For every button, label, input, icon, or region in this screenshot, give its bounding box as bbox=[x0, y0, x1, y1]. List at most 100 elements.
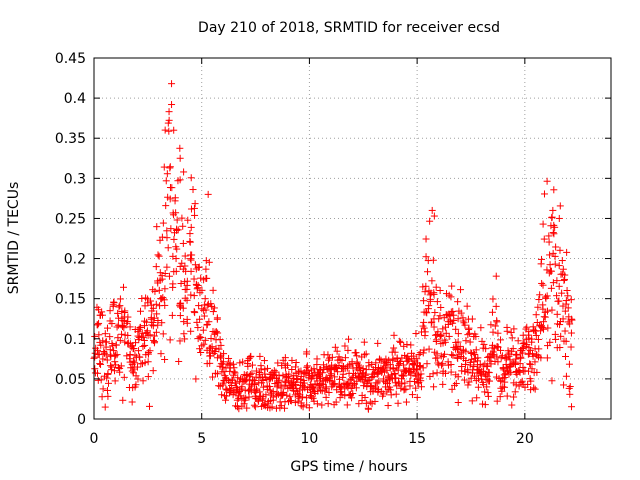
scatter-point bbox=[144, 373, 152, 381]
scatter-point bbox=[96, 311, 104, 319]
scatter-point bbox=[257, 365, 265, 373]
scatter-point bbox=[179, 239, 187, 247]
scatter-point bbox=[134, 328, 142, 336]
scatter-point bbox=[543, 177, 551, 185]
scatter-point bbox=[364, 377, 372, 385]
y-tick-label: 0.45 bbox=[55, 51, 86, 67]
y-tick-label: 0.15 bbox=[55, 292, 86, 308]
scatter-point bbox=[230, 368, 238, 376]
scatter-point bbox=[409, 360, 417, 368]
scatter-point bbox=[251, 381, 259, 389]
scatter-point bbox=[566, 320, 574, 328]
scatter-point bbox=[187, 223, 195, 231]
scatter-point bbox=[494, 358, 502, 366]
scatter-point bbox=[568, 315, 576, 323]
scatter-point bbox=[331, 363, 339, 371]
scatter-point bbox=[322, 383, 330, 391]
scatter-point bbox=[126, 351, 134, 359]
scatter-point bbox=[420, 318, 428, 326]
scatter-point bbox=[564, 292, 572, 300]
scatter-point bbox=[212, 344, 220, 352]
scatter-point bbox=[116, 302, 124, 310]
scatter-point bbox=[476, 369, 484, 377]
scatter-point bbox=[447, 361, 455, 369]
scatter-point bbox=[318, 401, 326, 409]
scatter-point bbox=[103, 374, 111, 382]
scatter-point bbox=[128, 398, 136, 406]
scatter-point bbox=[539, 281, 547, 289]
scatter-point bbox=[243, 404, 251, 412]
scatter-point bbox=[305, 404, 313, 412]
scatter-point bbox=[162, 202, 170, 210]
scatter-point bbox=[361, 394, 369, 402]
scatter-point bbox=[437, 303, 445, 311]
scatter-point bbox=[553, 277, 561, 285]
scatter-point bbox=[127, 364, 135, 372]
scatter-point bbox=[99, 337, 107, 345]
scatter-point bbox=[504, 347, 512, 355]
scatter-point bbox=[539, 325, 547, 333]
scatter-point bbox=[156, 269, 164, 277]
scatter-point bbox=[279, 372, 287, 380]
scatter-point bbox=[299, 403, 307, 411]
scatter-point bbox=[557, 332, 565, 340]
scatter-point bbox=[516, 368, 524, 376]
scatter-point bbox=[430, 383, 438, 391]
scatter-point bbox=[489, 348, 497, 356]
scatter-point bbox=[177, 280, 185, 288]
scatter-point bbox=[460, 376, 468, 384]
scatter-point bbox=[416, 374, 424, 382]
scatter-point bbox=[187, 256, 195, 264]
scatter-point bbox=[368, 373, 376, 381]
scatter-point bbox=[485, 377, 493, 385]
scatter-point bbox=[313, 400, 321, 408]
scatter-point bbox=[392, 374, 400, 382]
scatter-point bbox=[477, 375, 485, 383]
scatter-point bbox=[489, 328, 497, 336]
scatter-point bbox=[248, 369, 256, 377]
scatter-point bbox=[437, 361, 445, 369]
scatter-point bbox=[550, 221, 558, 229]
scatter-point bbox=[168, 101, 176, 109]
y-tick-label: 0.4 bbox=[64, 91, 86, 107]
scatter-point bbox=[176, 154, 184, 162]
scatter-point bbox=[166, 164, 174, 172]
scatter-point bbox=[448, 282, 456, 290]
plot-frame bbox=[93, 57, 612, 420]
scatter-point bbox=[170, 126, 178, 134]
scatter-point bbox=[538, 279, 546, 287]
scatter-point bbox=[180, 330, 188, 338]
scatter-point bbox=[204, 301, 212, 309]
scatter-point bbox=[498, 387, 506, 395]
scatter-point bbox=[383, 380, 391, 388]
scatter-point bbox=[533, 351, 541, 359]
scatter-point bbox=[101, 403, 109, 411]
scatter-point bbox=[332, 398, 340, 406]
scatter-point bbox=[259, 395, 267, 403]
scatter-point bbox=[166, 195, 174, 203]
scatter-point bbox=[430, 212, 438, 220]
scatter-point bbox=[268, 403, 276, 411]
scatter-point bbox=[213, 370, 221, 378]
scatter-point bbox=[294, 375, 302, 383]
scatter-point bbox=[172, 255, 180, 263]
scatter-point bbox=[454, 399, 462, 407]
scatter-point bbox=[546, 338, 554, 346]
scatter-point bbox=[278, 362, 286, 370]
scatter-point bbox=[153, 310, 161, 318]
scatter-point bbox=[523, 323, 531, 331]
scatter-point bbox=[336, 356, 344, 364]
scatter-point bbox=[559, 315, 567, 323]
scatter-point bbox=[511, 388, 519, 396]
scatter-point bbox=[413, 393, 421, 401]
scatter-point bbox=[567, 343, 575, 351]
scatter-point bbox=[139, 377, 147, 385]
scatter-point bbox=[95, 331, 103, 339]
scatter-point bbox=[407, 371, 415, 379]
scatter-point bbox=[441, 338, 449, 346]
scatter-point bbox=[562, 372, 570, 380]
scatter-point bbox=[426, 217, 434, 225]
scatter-point bbox=[172, 267, 180, 275]
y-tick-label: 0.2 bbox=[64, 252, 86, 268]
